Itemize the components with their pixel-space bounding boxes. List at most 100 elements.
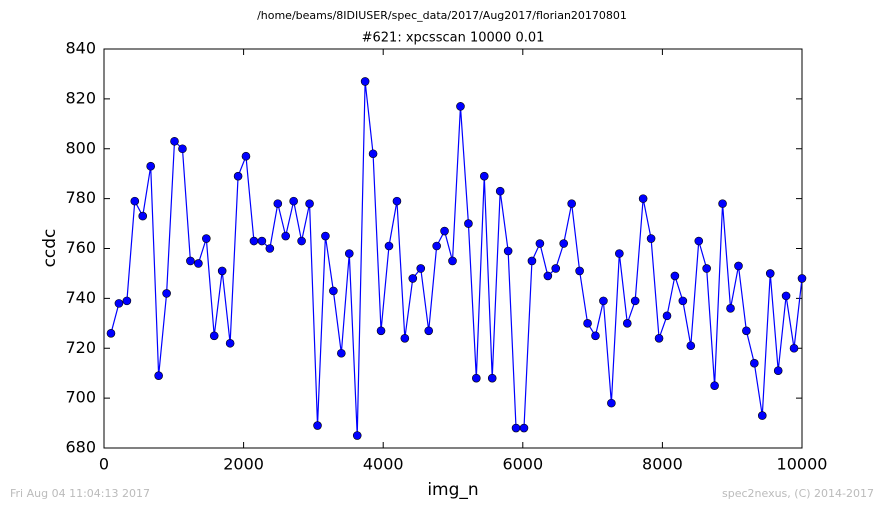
x-axis-label: img_n: [427, 480, 478, 500]
data-point: [186, 256, 195, 266]
data-point: [479, 171, 489, 181]
suptitle: /home/beams/8IDIUSER/spec_data/2017/Aug2…: [257, 9, 627, 22]
chart-title: #621: xpcsscan 10000 0.01: [362, 31, 545, 46]
data-point: [551, 264, 561, 273]
y-tick-label: 820: [65, 88, 96, 107]
data-point: [170, 136, 179, 146]
data-point: [376, 326, 386, 336]
data-point: [297, 236, 306, 246]
data-point: [575, 266, 584, 276]
data-point: [599, 296, 608, 306]
data-point: [646, 234, 656, 243]
data-point: [249, 236, 259, 246]
data-point: [384, 241, 394, 251]
data-point: [281, 231, 290, 241]
data-point: [543, 271, 553, 281]
x-tick-label: 2000: [223, 455, 264, 474]
data-point: [138, 211, 148, 221]
data-point: [122, 296, 132, 306]
y-axis-label: ccdc: [40, 229, 60, 268]
data-point: [718, 199, 727, 208]
data-point: [194, 259, 203, 268]
data-point: [337, 348, 346, 358]
data-point: [114, 299, 124, 308]
data-point: [209, 331, 219, 341]
data-point: [289, 196, 298, 206]
data-point: [535, 239, 545, 248]
data-point: [583, 319, 592, 328]
y-tick-label: 680: [65, 438, 96, 457]
data-point: [106, 328, 116, 338]
data-point: [265, 244, 275, 253]
data-point: [217, 266, 227, 276]
data-point: [432, 241, 441, 251]
data-point: [352, 431, 362, 440]
data-point: [511, 423, 521, 433]
data-point: [146, 161, 155, 171]
data-point: [464, 219, 473, 228]
data-point: [329, 286, 338, 296]
y-tick-label: 800: [65, 138, 96, 157]
data-point: [750, 358, 759, 368]
data-point: [519, 423, 529, 433]
data-point: [241, 151, 251, 161]
data-point: [416, 264, 426, 273]
data-point: [273, 199, 283, 208]
data-point: [765, 269, 775, 278]
data-point: [622, 319, 632, 328]
data-point: [638, 194, 648, 203]
y-tick-label: 740: [65, 288, 96, 307]
x-tick-label: 4000: [363, 455, 404, 474]
data-point: [344, 249, 354, 258]
data-point: [321, 231, 330, 241]
data-point: [591, 331, 600, 341]
data-point: [503, 246, 513, 256]
data-point: [726, 304, 735, 313]
data-point: [678, 296, 688, 306]
data-point: [567, 199, 576, 208]
y-tick-label: 700: [65, 388, 96, 407]
data-point: [662, 311, 672, 321]
data-point: [233, 171, 243, 181]
data-point: [702, 264, 711, 273]
data-line: [110, 81, 803, 436]
data-point: [773, 366, 783, 375]
data-point: [487, 373, 497, 383]
data-point: [360, 77, 370, 86]
data-point: [742, 326, 751, 336]
data-point: [448, 256, 457, 266]
data-point: [734, 261, 743, 271]
data-point: [154, 371, 163, 380]
y-tick-label: 780: [65, 188, 96, 207]
data-point: [257, 236, 267, 246]
data-point: [424, 326, 434, 336]
footer-date: Fri Aug 04 11:04:13 2017: [10, 487, 150, 500]
x-tick-label: 6000: [502, 455, 543, 474]
data-point: [559, 239, 569, 248]
data-point: [456, 102, 465, 111]
data-point: [202, 234, 211, 243]
data-point: [781, 291, 791, 301]
data-point: [472, 373, 481, 383]
y-tick-label: 760: [65, 238, 96, 257]
data-point: [757, 411, 767, 420]
data-point: [225, 338, 235, 348]
data-point: [710, 381, 719, 390]
data-point: [607, 398, 616, 408]
data-point: [615, 249, 624, 258]
x-tick-label: 10000: [777, 455, 828, 474]
data-point: [797, 274, 807, 283]
data-point: [400, 333, 410, 343]
data-point: [368, 149, 378, 159]
x-tick-label: 0: [99, 455, 109, 474]
data-point: [408, 274, 418, 283]
footer-credit: spec2nexus, (C) 2014-2017: [722, 487, 874, 500]
data-point: [130, 196, 140, 206]
x-tick-label: 8000: [642, 455, 683, 474]
data-point: [392, 196, 402, 206]
data-point: [686, 341, 696, 351]
data-point: [495, 186, 505, 196]
data-point: [440, 226, 449, 236]
data-point: [527, 256, 537, 266]
